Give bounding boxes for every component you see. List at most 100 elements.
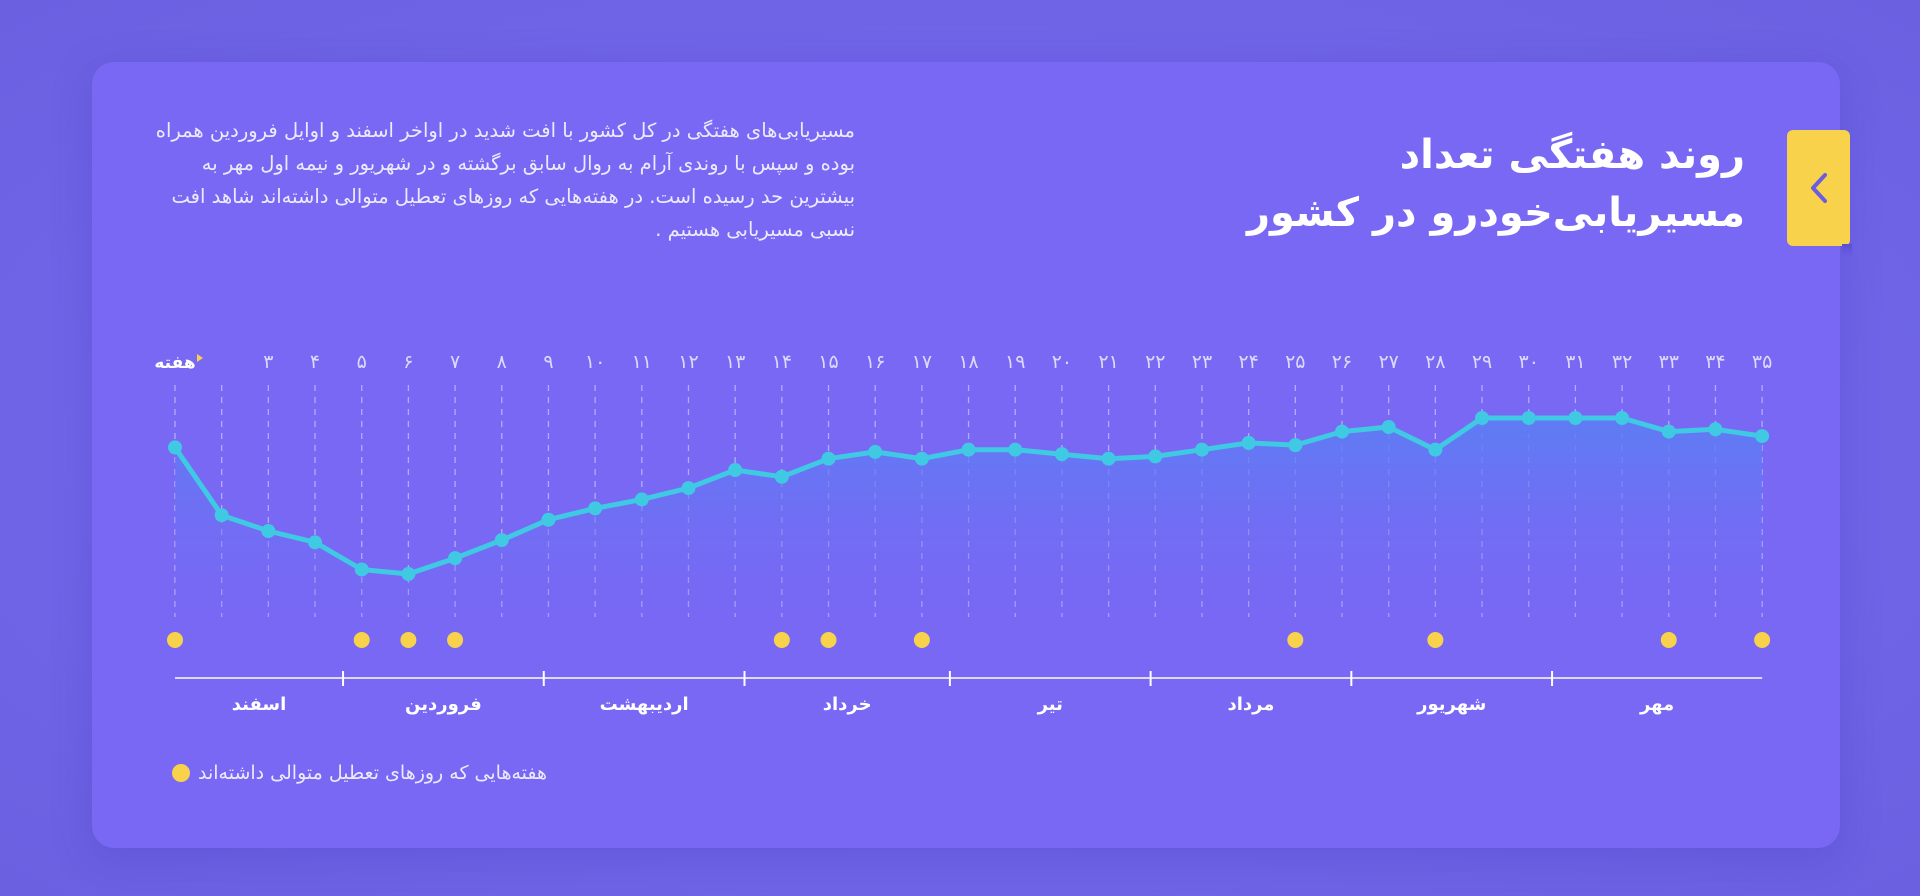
month-label: تیر (1037, 694, 1063, 715)
data-point (821, 451, 836, 466)
week-label: ۱۰ (585, 351, 605, 373)
holiday-dot (1427, 632, 1444, 648)
week-label: ۱۱ (632, 351, 652, 373)
week-label: ۴ (310, 351, 320, 373)
week-label: ۷ (450, 351, 460, 373)
data-point (1148, 449, 1163, 464)
holiday-dot-icon (172, 764, 190, 782)
week-label: ۳۳ (1659, 351, 1679, 373)
week-label: ۶ (403, 351, 413, 373)
week-label: ۳۲ (1612, 351, 1632, 373)
data-point (961, 442, 976, 457)
week-label: ۲۸ (1425, 351, 1445, 373)
holiday-dot (913, 632, 930, 648)
legend: هفته‌هایی که روزهای تعطیل متوالی داشته‌ا… (172, 762, 547, 784)
data-point (728, 463, 743, 477)
title-line-2: مسیریابی‌خودرو در کشور (1246, 190, 1746, 236)
data-point (1428, 442, 1443, 457)
page-title: روند هفتگی تعداد مسیریابی‌خودرو در کشور (1225, 126, 1746, 242)
holiday-markers (167, 632, 1771, 648)
data-point (214, 508, 229, 523)
week-label: ۲۵ (1285, 351, 1305, 373)
back-button[interactable] (1787, 130, 1852, 258)
holiday-dot (400, 632, 417, 648)
week-label: ۱۲ (678, 351, 698, 373)
week-label: ۱۶ (865, 351, 885, 373)
data-point (1241, 435, 1256, 450)
title-line-1: روند هفتگی تعداد (1399, 132, 1746, 178)
data-point (634, 492, 649, 507)
week-label: ۱۴ (772, 351, 792, 373)
data-point (261, 524, 276, 539)
week-label: هفته (154, 353, 195, 373)
week-label: ۱۵ (818, 351, 838, 373)
data-point (868, 444, 883, 459)
area-fill (175, 418, 1763, 620)
holiday-dot (447, 632, 464, 648)
week-tick-labels: هفته ۳ ۴ ۵ ۶ ۷ ۸ ۹ ۱۰ ۱۱ ۱۲ ۱۳ ۱۴ ۱۵ ۱۶ ۱۷ ۱۸ ۱۹ ۲۰ ۲۱ ۲۲ ۲۳ ۲… (154, 351, 1772, 373)
week-label: ۲۳ (1192, 351, 1212, 373)
data-point (401, 567, 416, 581)
data-point (1008, 442, 1023, 457)
data-point (354, 562, 369, 577)
week-label: ۲۲ (1145, 351, 1165, 373)
month-label: مرداد (1227, 694, 1274, 715)
month-label: شهریور (1416, 694, 1486, 715)
week-label: ۲۰ (1052, 351, 1072, 373)
month-axis: اسفند فروردین اردیبهشت خرداد تیر مرداد شهریور م… (175, 671, 1763, 715)
week-label: ۲۴ (1238, 351, 1258, 373)
data-point (774, 469, 789, 484)
data-point (1661, 424, 1676, 439)
data-point (1381, 420, 1396, 435)
week-label: ۲۱ (1098, 351, 1118, 373)
week-label: ۵ (357, 351, 367, 373)
holiday-dot (167, 632, 183, 648)
month-label: مهر (1639, 694, 1674, 715)
holiday-dot (773, 632, 790, 648)
holiday-dot (1754, 632, 1771, 648)
week-label: ۸ (497, 351, 507, 373)
data-point (494, 533, 509, 548)
arrow-icon (197, 354, 203, 362)
holiday-dot (820, 632, 837, 648)
data-point (1101, 451, 1116, 466)
data-point (1568, 411, 1583, 425)
data-point (681, 481, 696, 496)
data-point (448, 551, 463, 566)
week-label: ۹ (543, 351, 553, 373)
week-label: ۲۷ (1378, 351, 1398, 373)
week-label: ۱۹ (1005, 351, 1025, 373)
week-label: ۳۵ (1752, 351, 1772, 373)
month-label: خرداد (823, 694, 872, 715)
month-label: اسفند (232, 694, 287, 715)
data-point (1288, 438, 1303, 453)
data-point (1755, 429, 1770, 444)
chart-description: مسیریابی‌های هفتگی در کل کشور با افت شدی… (155, 119, 855, 241)
holiday-dot (1660, 632, 1677, 648)
week-label: ۲۹ (1472, 351, 1492, 373)
data-point (1475, 411, 1490, 425)
holiday-dot (1287, 632, 1304, 648)
week-label: ۳۱ (1565, 351, 1585, 373)
data-point (588, 501, 603, 516)
month-label: اردیبهشت (600, 694, 689, 715)
legend-label: هفته‌هایی که روزهای تعطیل متوالی داشته‌ا… (198, 762, 548, 784)
week-label: ۲۶ (1332, 351, 1352, 373)
holiday-dot (353, 632, 370, 648)
week-label: ۳۴ (1705, 351, 1725, 373)
chevron-left-icon (1810, 173, 1827, 203)
data-point (1335, 424, 1349, 439)
data-point (541, 512, 556, 527)
data-point (308, 535, 323, 550)
data-points (168, 411, 1770, 581)
week-label: ۳ (263, 351, 273, 373)
month-label: فروردین (405, 694, 482, 715)
week-label: ۱۸ (958, 351, 978, 373)
data-point (1054, 447, 1069, 462)
week-label: ۱۳ (725, 351, 745, 373)
data-point (1194, 442, 1209, 457)
data-point (1708, 422, 1723, 437)
week-label: ۳۰ (1519, 351, 1539, 373)
data-point (1615, 411, 1630, 425)
